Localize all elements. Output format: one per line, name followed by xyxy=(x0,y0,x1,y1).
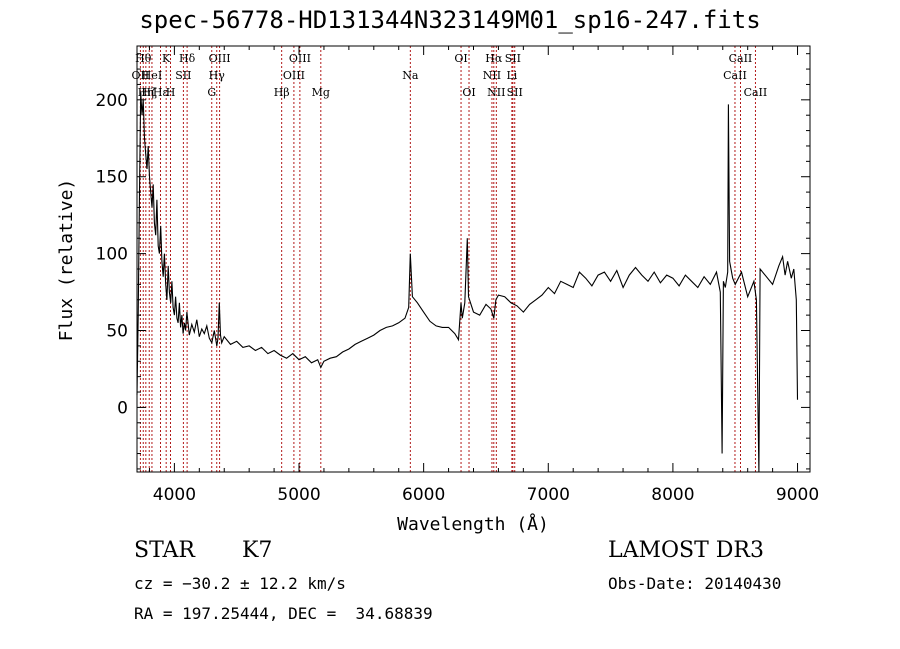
line-label-18: OI xyxy=(454,52,467,65)
x-axis-label: Wavelength (Å) xyxy=(397,513,549,535)
line-label-7: H xyxy=(166,86,176,99)
y-tick-label-0: 0 xyxy=(117,398,128,418)
y-tick-label-1: 50 xyxy=(106,322,128,342)
line-label-21: Hα xyxy=(485,52,503,65)
ra-dec-coordinates: RA = 197.25444, DEC = 34.68839 xyxy=(134,604,433,623)
y-tick-label-4: 200 xyxy=(96,91,128,111)
x-tick-label-5: 9000 xyxy=(776,485,819,505)
line-label-13: Hβ xyxy=(274,86,290,99)
x-tick-label-3: 7000 xyxy=(527,485,570,505)
line-label-17: Na xyxy=(402,69,419,82)
x-tick-label-0: 4000 xyxy=(153,485,196,505)
line-label-11: Hγ xyxy=(209,69,226,82)
line-label-28: CaII xyxy=(744,86,768,99)
object-class: STAR xyxy=(134,538,195,563)
line-label-15: OIII xyxy=(289,52,311,65)
line-label-10: G xyxy=(207,86,216,99)
y-tick-label-2: 100 xyxy=(96,245,128,265)
y-axis: 0 50 100 150 200 xyxy=(96,53,810,470)
plot-frame xyxy=(136,45,811,473)
spectrum-line xyxy=(136,92,799,473)
line-label-4: HeI xyxy=(142,69,162,82)
line-label-8: SII xyxy=(175,69,191,82)
line-label-16: Mg xyxy=(312,86,330,99)
line-label-6: K xyxy=(162,52,171,65)
line-label-25: SII xyxy=(507,86,523,99)
observation-date: Obs-Date: 20140430 xyxy=(608,574,782,593)
line-label-19: OI xyxy=(462,86,475,99)
x-tick-label-4: 8000 xyxy=(651,485,694,505)
y-tick-label-3: 150 xyxy=(96,168,128,188)
line-label-3: Hζ xyxy=(141,86,157,99)
line-label-0: OII xyxy=(132,69,150,82)
line-label-22: NII xyxy=(487,86,505,99)
x-tick-label-1: 5000 xyxy=(277,485,320,505)
line-label-23: Li xyxy=(506,69,517,82)
object-subclass: K7 xyxy=(242,538,273,563)
survey-name: LAMOST DR3 xyxy=(608,538,764,563)
line-label-26: CaII xyxy=(723,69,747,82)
chart-title: spec-56778-HD131344N323149M01_sp16-247.f… xyxy=(139,6,761,34)
line-label-5: Hε xyxy=(153,86,169,99)
line-label-1: Hθ xyxy=(135,52,152,65)
line-label-9: Hδ xyxy=(179,52,196,65)
line-label-14: OIII xyxy=(283,69,305,82)
redshift-velocity: cz = −30.2 ± 12.2 km/s xyxy=(134,574,346,593)
y-axis-label: Flux (relative) xyxy=(56,179,77,342)
line-label-24: SII xyxy=(505,52,521,65)
x-tick-label-2: 6000 xyxy=(402,485,445,505)
line-label-20: NII xyxy=(483,69,501,82)
x-axis: 4000 5000 6000 7000 8000 9000 xyxy=(148,46,819,505)
line-markers xyxy=(139,46,756,472)
line-label-27: CaII xyxy=(729,52,753,65)
line-label-12: OIII xyxy=(209,52,231,65)
line-label-2: Hη xyxy=(138,86,154,99)
